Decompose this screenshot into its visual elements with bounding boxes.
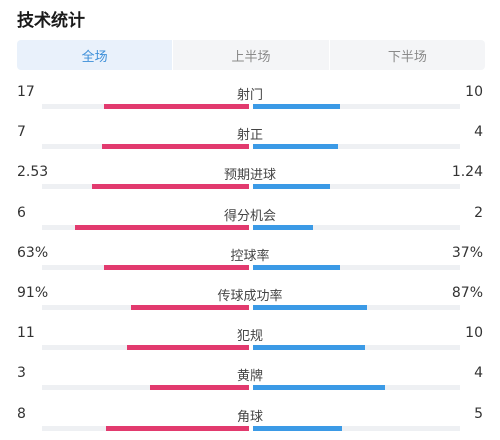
away-bar: [253, 104, 340, 109]
home-bar: [127, 345, 249, 351]
stat-label: 角球: [236, 409, 263, 425]
stat-label: 射正: [236, 128, 263, 144]
stat-label: 射门: [236, 88, 263, 103]
away-bar: [253, 224, 313, 230]
stats-list: 17 射门 10 7 射正 4 2.53 预期进球 1.24 6 得分机会 2 63% 控球率 37% 91%…: [0, 81, 500, 440]
away-bar: [253, 264, 340, 270]
stat-row: 2.53 预期进球 1.24: [0, 161, 500, 201]
home-bar: [75, 224, 249, 230]
stat-row: 7 射正 4: [0, 121, 500, 161]
stat-row: 17 射门 10: [0, 81, 500, 121]
away-bar-track: [253, 385, 460, 391]
page-title: 技术统计: [17, 11, 85, 31]
away-value: 37%: [451, 244, 483, 261]
stat-label: 黄牌: [236, 369, 263, 385]
home-value: 7: [17, 124, 26, 141]
away-bar: [253, 425, 342, 431]
home-bar-track: [42, 345, 249, 351]
stat-row: 11 犯规 10: [0, 322, 500, 362]
home-bar-track: [42, 264, 249, 270]
tab-full-match[interactable]: 全场: [17, 40, 173, 70]
home-bar: [150, 385, 249, 391]
home-bar: [131, 304, 249, 310]
away-bar-track: [253, 144, 460, 150]
home-value: 63%: [17, 244, 49, 261]
home-bar-track: [42, 304, 249, 310]
home-value: 2.53: [17, 164, 49, 181]
away-bar-track: [253, 224, 460, 230]
stat-label: 传球成功率: [217, 288, 283, 304]
away-value: 87%: [451, 284, 483, 301]
away-value: 4: [474, 365, 483, 382]
home-bar-track: [42, 104, 249, 109]
home-bar-track: [42, 144, 249, 150]
away-bar: [253, 345, 365, 351]
stat-row: 3 黄牌 4: [0, 362, 500, 402]
home-bar: [92, 184, 249, 190]
home-bar: [104, 104, 249, 109]
away-bar-track: [253, 264, 460, 270]
away-value: 5: [474, 405, 483, 422]
home-bar-track: [42, 425, 249, 431]
tab-first-half[interactable]: 上半场: [172, 40, 329, 70]
home-bar: [104, 264, 249, 270]
home-value: 91%: [17, 284, 49, 301]
away-bar-track: [253, 425, 460, 431]
tab-second-half[interactable]: 下半场: [328, 40, 485, 70]
stat-label: 得分机会: [223, 208, 276, 224]
stat-row: 8 角球 5: [0, 403, 500, 440]
away-value: 2: [474, 204, 483, 221]
away-bar-track: [253, 345, 460, 351]
home-value: 17: [17, 84, 35, 100]
away-value: 10: [465, 84, 483, 100]
period-tabs: 全场 上半场 下半场: [17, 40, 485, 70]
away-bar: [253, 184, 330, 190]
away-bar-track: [253, 304, 460, 310]
away-value: 1.24: [451, 164, 483, 181]
home-value: 8: [17, 405, 26, 422]
home-value: 3: [17, 365, 26, 382]
stat-row: 6 得分机会 2: [0, 202, 500, 242]
stat-label: 犯规: [236, 329, 263, 345]
away-bar: [253, 144, 338, 150]
home-value: 11: [17, 325, 35, 342]
stat-label: 控球率: [230, 248, 270, 264]
away-bar: [253, 304, 367, 310]
stat-label: 预期进球: [223, 168, 276, 184]
home-bar-track: [42, 224, 249, 230]
away-value: 10: [465, 325, 483, 342]
home-bar: [106, 425, 249, 431]
stat-row: 91% 传球成功率 87%: [0, 282, 500, 322]
away-bar-track: [253, 104, 460, 109]
away-value: 4: [474, 124, 483, 141]
home-bar-track: [42, 385, 249, 391]
home-value: 6: [17, 204, 26, 221]
away-bar-track: [253, 184, 460, 190]
stat-row: 63% 控球率 37%: [0, 242, 500, 282]
away-bar: [253, 385, 385, 391]
home-bar: [102, 144, 249, 150]
home-bar-track: [42, 184, 249, 190]
